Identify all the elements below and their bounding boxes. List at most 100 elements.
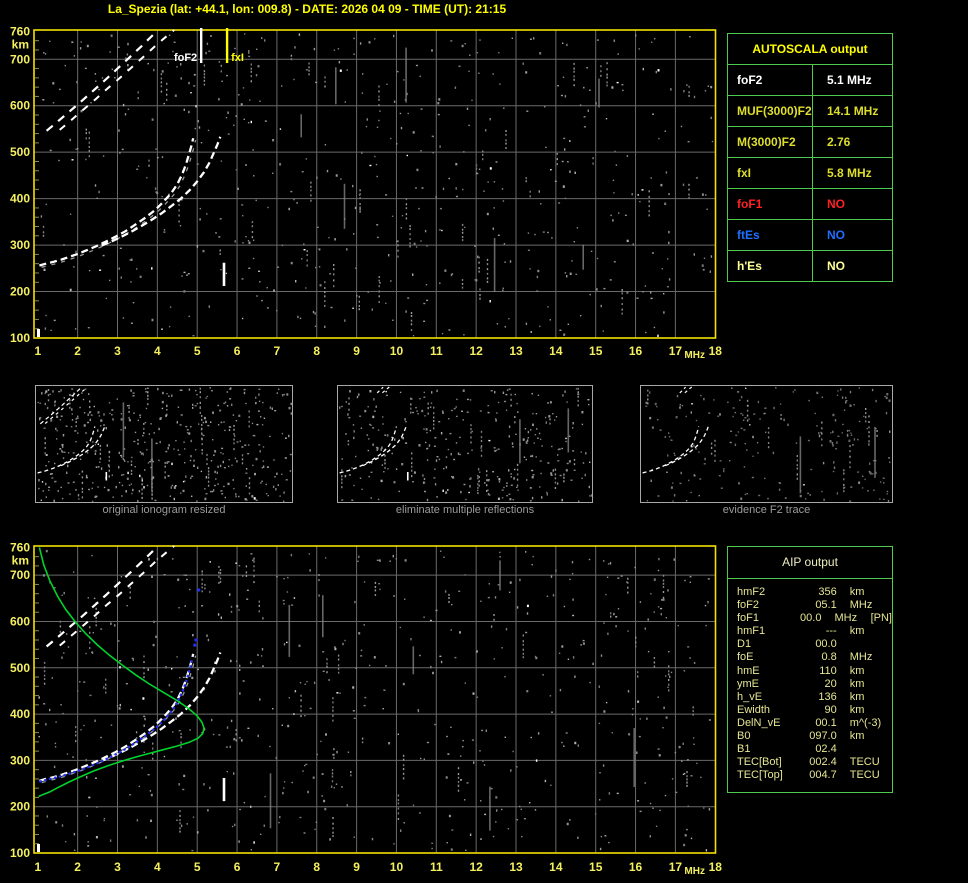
aip-label: TEC[Top] xyxy=(737,769,783,782)
aip-note: [PN] xyxy=(870,612,892,625)
aip-label: Ewidth xyxy=(737,703,771,716)
aip-label: foF2 xyxy=(737,599,760,612)
f2-extraordinary-trace xyxy=(101,652,222,762)
autoscala-row-value: NO xyxy=(827,197,845,211)
thumb-multihop-fragment xyxy=(382,386,390,394)
autoscala-row-label: MUF(3000)F2 xyxy=(728,96,813,126)
noise-layer xyxy=(339,387,593,503)
y-tick-label: 200 xyxy=(10,285,30,299)
aip-unit xyxy=(850,638,890,651)
x-tick-label: 1 xyxy=(34,344,41,358)
x-tick-label: 8 xyxy=(313,344,320,358)
thumbnail-evidence-f2-trace xyxy=(640,385,893,503)
thumb-multihop-b xyxy=(44,386,89,424)
aip-unit: MHz xyxy=(849,599,873,612)
autoscala-table: AUTOSCALA output foF2 5.1 MHz MUF(3000)F2 1… xyxy=(727,33,893,282)
aip-row: Ewidth 90 km xyxy=(737,704,892,717)
aip-value: 002.4 xyxy=(809,756,837,769)
aip-value: 20 xyxy=(824,677,837,690)
aip-row: hmE 110 km xyxy=(737,665,892,678)
aip-unit: km xyxy=(849,625,865,638)
aip-header: AIP output xyxy=(728,547,892,579)
aip-row: foF1 00.0 MHz [PN] xyxy=(737,612,892,625)
aip-row: foF2 05.1 MHz xyxy=(737,599,892,612)
autoscala-row-value: 5.1 MHz xyxy=(827,73,872,87)
x-tick-label: 17 xyxy=(669,860,683,874)
fof2-marker-label: foF2 xyxy=(174,52,197,64)
autoscala-row: M(3000)F2 2.76 xyxy=(728,127,892,158)
autoscala-row-label: fxI xyxy=(728,158,813,188)
multihop-trace-b xyxy=(59,29,175,131)
autoscala-rows: foF2 5.1 MHz MUF(3000)F2 14.1 MHz M(3000)F2 2… xyxy=(728,65,892,281)
x-tick-label: 3 xyxy=(114,344,121,358)
aip-body: hmF2 356 km foF2 05.1 MHz foF1 00.0 MHz [PN] hmF1-… xyxy=(728,579,892,782)
aip-label: B1 xyxy=(737,743,751,756)
autoscala-row-value: 5.8 MHz xyxy=(827,166,872,180)
y-tick-label: 300 xyxy=(10,238,30,252)
aip-unit: km xyxy=(849,703,865,716)
aip-label: hmF1 xyxy=(737,625,766,638)
x-tick-label: 16 xyxy=(629,860,643,874)
x-tick-label: 4 xyxy=(154,860,161,874)
thumb-echo-segment xyxy=(406,472,409,481)
aip-unit: TECU xyxy=(849,769,880,782)
autoscala-row-value: 14.1 MHz xyxy=(827,104,879,118)
x-tick-label: 11 xyxy=(430,344,443,358)
y-tick-label: 200 xyxy=(10,800,30,814)
aip-unit: km xyxy=(849,586,865,598)
aip-value: 0.8 xyxy=(821,651,837,664)
aip-value: 004.7 xyxy=(809,769,837,782)
y-tick-label: 700 xyxy=(10,52,30,66)
x-tick-label: 2 xyxy=(74,344,81,358)
thumbnail-caption-original: original ionogram resized xyxy=(102,504,226,516)
aip-value: 02.4 xyxy=(815,743,837,756)
x-tick-label: 13 xyxy=(509,344,523,358)
fitted-trace xyxy=(39,657,194,783)
plot-border xyxy=(33,545,717,854)
autoscala-row: ftEs NO xyxy=(728,220,892,251)
noise-layer xyxy=(37,387,293,503)
gridlines xyxy=(34,546,716,853)
fxi-marker-label: fxI xyxy=(231,52,244,64)
aip-unit: MHz xyxy=(849,651,873,664)
thumbnail-border xyxy=(35,385,293,503)
aip-unit: km xyxy=(849,677,865,690)
aip-value: 05.1 xyxy=(815,599,837,612)
thumb-f2-extraordinary xyxy=(60,425,106,467)
aip-value: 110 xyxy=(819,664,837,677)
autoscala-row-label: ftEs xyxy=(728,220,813,250)
x-tick-label: 16 xyxy=(629,344,643,358)
thumbnail-eliminate-reflections xyxy=(337,385,593,503)
aip-row: B0 097.0 km xyxy=(737,730,892,743)
y-axis-labels: 760 700 600 500 400 300 200 100 km xyxy=(10,541,30,860)
x-tick-label: 12 xyxy=(469,344,483,358)
echo-segment xyxy=(222,777,226,802)
multihop-trace-a xyxy=(45,29,159,132)
aip-row: hmF2 356 km xyxy=(737,586,892,599)
x-tick-label: 5 xyxy=(194,860,201,874)
x-tick-label: 14 xyxy=(549,344,563,358)
aip-label: TEC[Bot] xyxy=(737,756,782,769)
thumbnail-border xyxy=(337,385,593,503)
x-tick-label: 14 xyxy=(549,860,563,874)
autoscala-row: h'Es NO xyxy=(728,251,892,281)
x-tick-label: 9 xyxy=(353,344,360,358)
f2-ordinary-trace xyxy=(39,653,195,782)
y-axis-labels: 760 700 600 500 400 300 200 100 km xyxy=(10,24,30,345)
aip-label: DelN_vE xyxy=(737,716,781,729)
aip-label: h_vE xyxy=(737,690,763,703)
autoscala-row: foF2 5.1 MHz xyxy=(728,65,892,96)
fitted-point xyxy=(194,638,198,642)
aip-label: D1 xyxy=(737,638,752,651)
autoscala-row: foF1 NO xyxy=(728,189,892,220)
x-tick-label: 17 xyxy=(669,344,683,358)
x-tick-label: 7 xyxy=(274,860,281,874)
thumb-f2-ordinary xyxy=(339,426,398,474)
y-tick-label: 400 xyxy=(10,192,30,206)
f2-ordinary-trace xyxy=(39,137,195,267)
autoscala-row-label: M(3000)F2 xyxy=(728,127,813,157)
autoscala-row-label: h'Es xyxy=(728,251,813,281)
autoscala-row-label: foF2 xyxy=(728,65,813,95)
aip-label: B0 xyxy=(737,730,751,743)
